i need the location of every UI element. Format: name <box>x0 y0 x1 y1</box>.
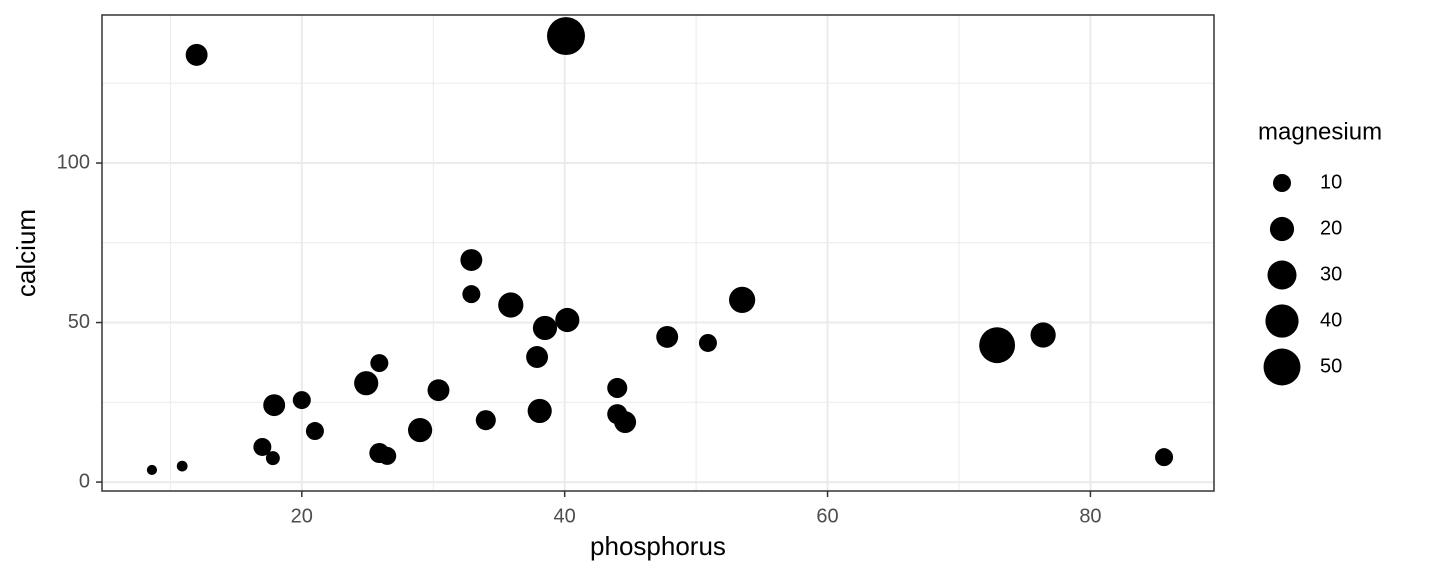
point <box>1030 322 1056 348</box>
point <box>305 422 324 441</box>
y-tick-label: 0 <box>79 470 90 492</box>
legend-key <box>1265 304 1299 338</box>
y-tick-label: 50 <box>68 311 90 333</box>
legend-label: 30 <box>1320 263 1342 285</box>
point <box>729 286 756 314</box>
legend-label: 20 <box>1320 217 1342 239</box>
point <box>526 346 549 368</box>
point <box>532 315 558 341</box>
legend-key <box>1273 174 1291 192</box>
legend-key <box>1269 216 1295 242</box>
legend-label: 40 <box>1320 309 1342 331</box>
point <box>354 371 379 396</box>
point <box>370 354 389 373</box>
x-tick-label: 40 <box>554 505 576 527</box>
x-tick-label: 20 <box>291 505 313 527</box>
point <box>462 285 481 304</box>
point <box>185 43 208 66</box>
point <box>265 451 280 466</box>
x-axis-label: phosphorus <box>590 531 726 561</box>
point <box>547 17 585 56</box>
point <box>460 249 483 271</box>
point <box>607 377 628 398</box>
point <box>698 333 717 352</box>
point <box>253 437 272 456</box>
point <box>263 394 286 417</box>
x-tick-label: 80 <box>1079 505 1101 527</box>
point <box>656 325 679 348</box>
legend-label: 10 <box>1320 171 1342 193</box>
point <box>176 460 188 472</box>
point <box>292 391 311 410</box>
point <box>427 379 450 402</box>
legend-key <box>1267 260 1297 290</box>
point <box>378 446 397 465</box>
legend-title: magnesium <box>1258 118 1382 145</box>
legend-label: 50 <box>1320 355 1342 377</box>
y-axis-label: calcium <box>11 209 41 297</box>
point <box>146 464 158 476</box>
x-tick-label: 60 <box>816 505 838 527</box>
panel-border <box>101 14 1215 492</box>
point <box>1155 448 1174 467</box>
point <box>475 410 496 431</box>
point <box>498 292 524 318</box>
legend-key <box>1263 348 1301 386</box>
point <box>614 411 637 434</box>
point <box>408 417 433 443</box>
point <box>979 327 1016 364</box>
y-tick-label: 100 <box>57 151 90 173</box>
point <box>527 398 552 424</box>
point <box>555 307 580 333</box>
